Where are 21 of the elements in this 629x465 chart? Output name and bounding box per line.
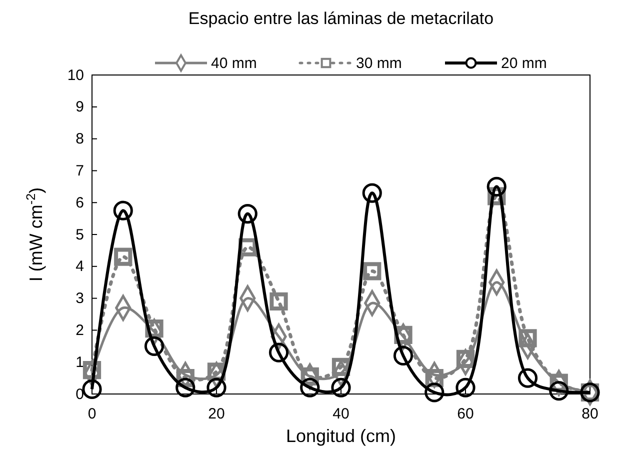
x-tick-label: 20 (208, 406, 225, 422)
y-tick-label: 0 (76, 386, 84, 403)
x-axis-title: Longitud (cm) (286, 426, 396, 446)
y-tick-label: 1 (76, 354, 84, 371)
legend-label: 20 mm (501, 55, 547, 72)
y-tick-label: 9 (76, 98, 84, 116)
x-tick-label: 80 (582, 406, 598, 422)
y-tick-label: 4 (76, 258, 84, 276)
x-tick-label: 40 (332, 406, 350, 422)
y-tick-label: 2 (76, 322, 84, 339)
y-tick-label: 3 (76, 290, 84, 308)
x-tick-label: 0 (88, 406, 96, 422)
y-tick-label: 6 (76, 194, 84, 212)
legend-label: 30 mm (356, 55, 402, 72)
legend-label: 40 mm (211, 55, 257, 72)
y-tick-label: 10 (67, 66, 84, 84)
chart-title: Espacio entre las láminas de metacrilato (188, 9, 494, 28)
y-tick-label: 7 (76, 162, 84, 180)
y-tick-label: 5 (76, 226, 84, 244)
y-tick-label: 8 (76, 130, 84, 148)
x-tick-label: 60 (457, 406, 474, 422)
